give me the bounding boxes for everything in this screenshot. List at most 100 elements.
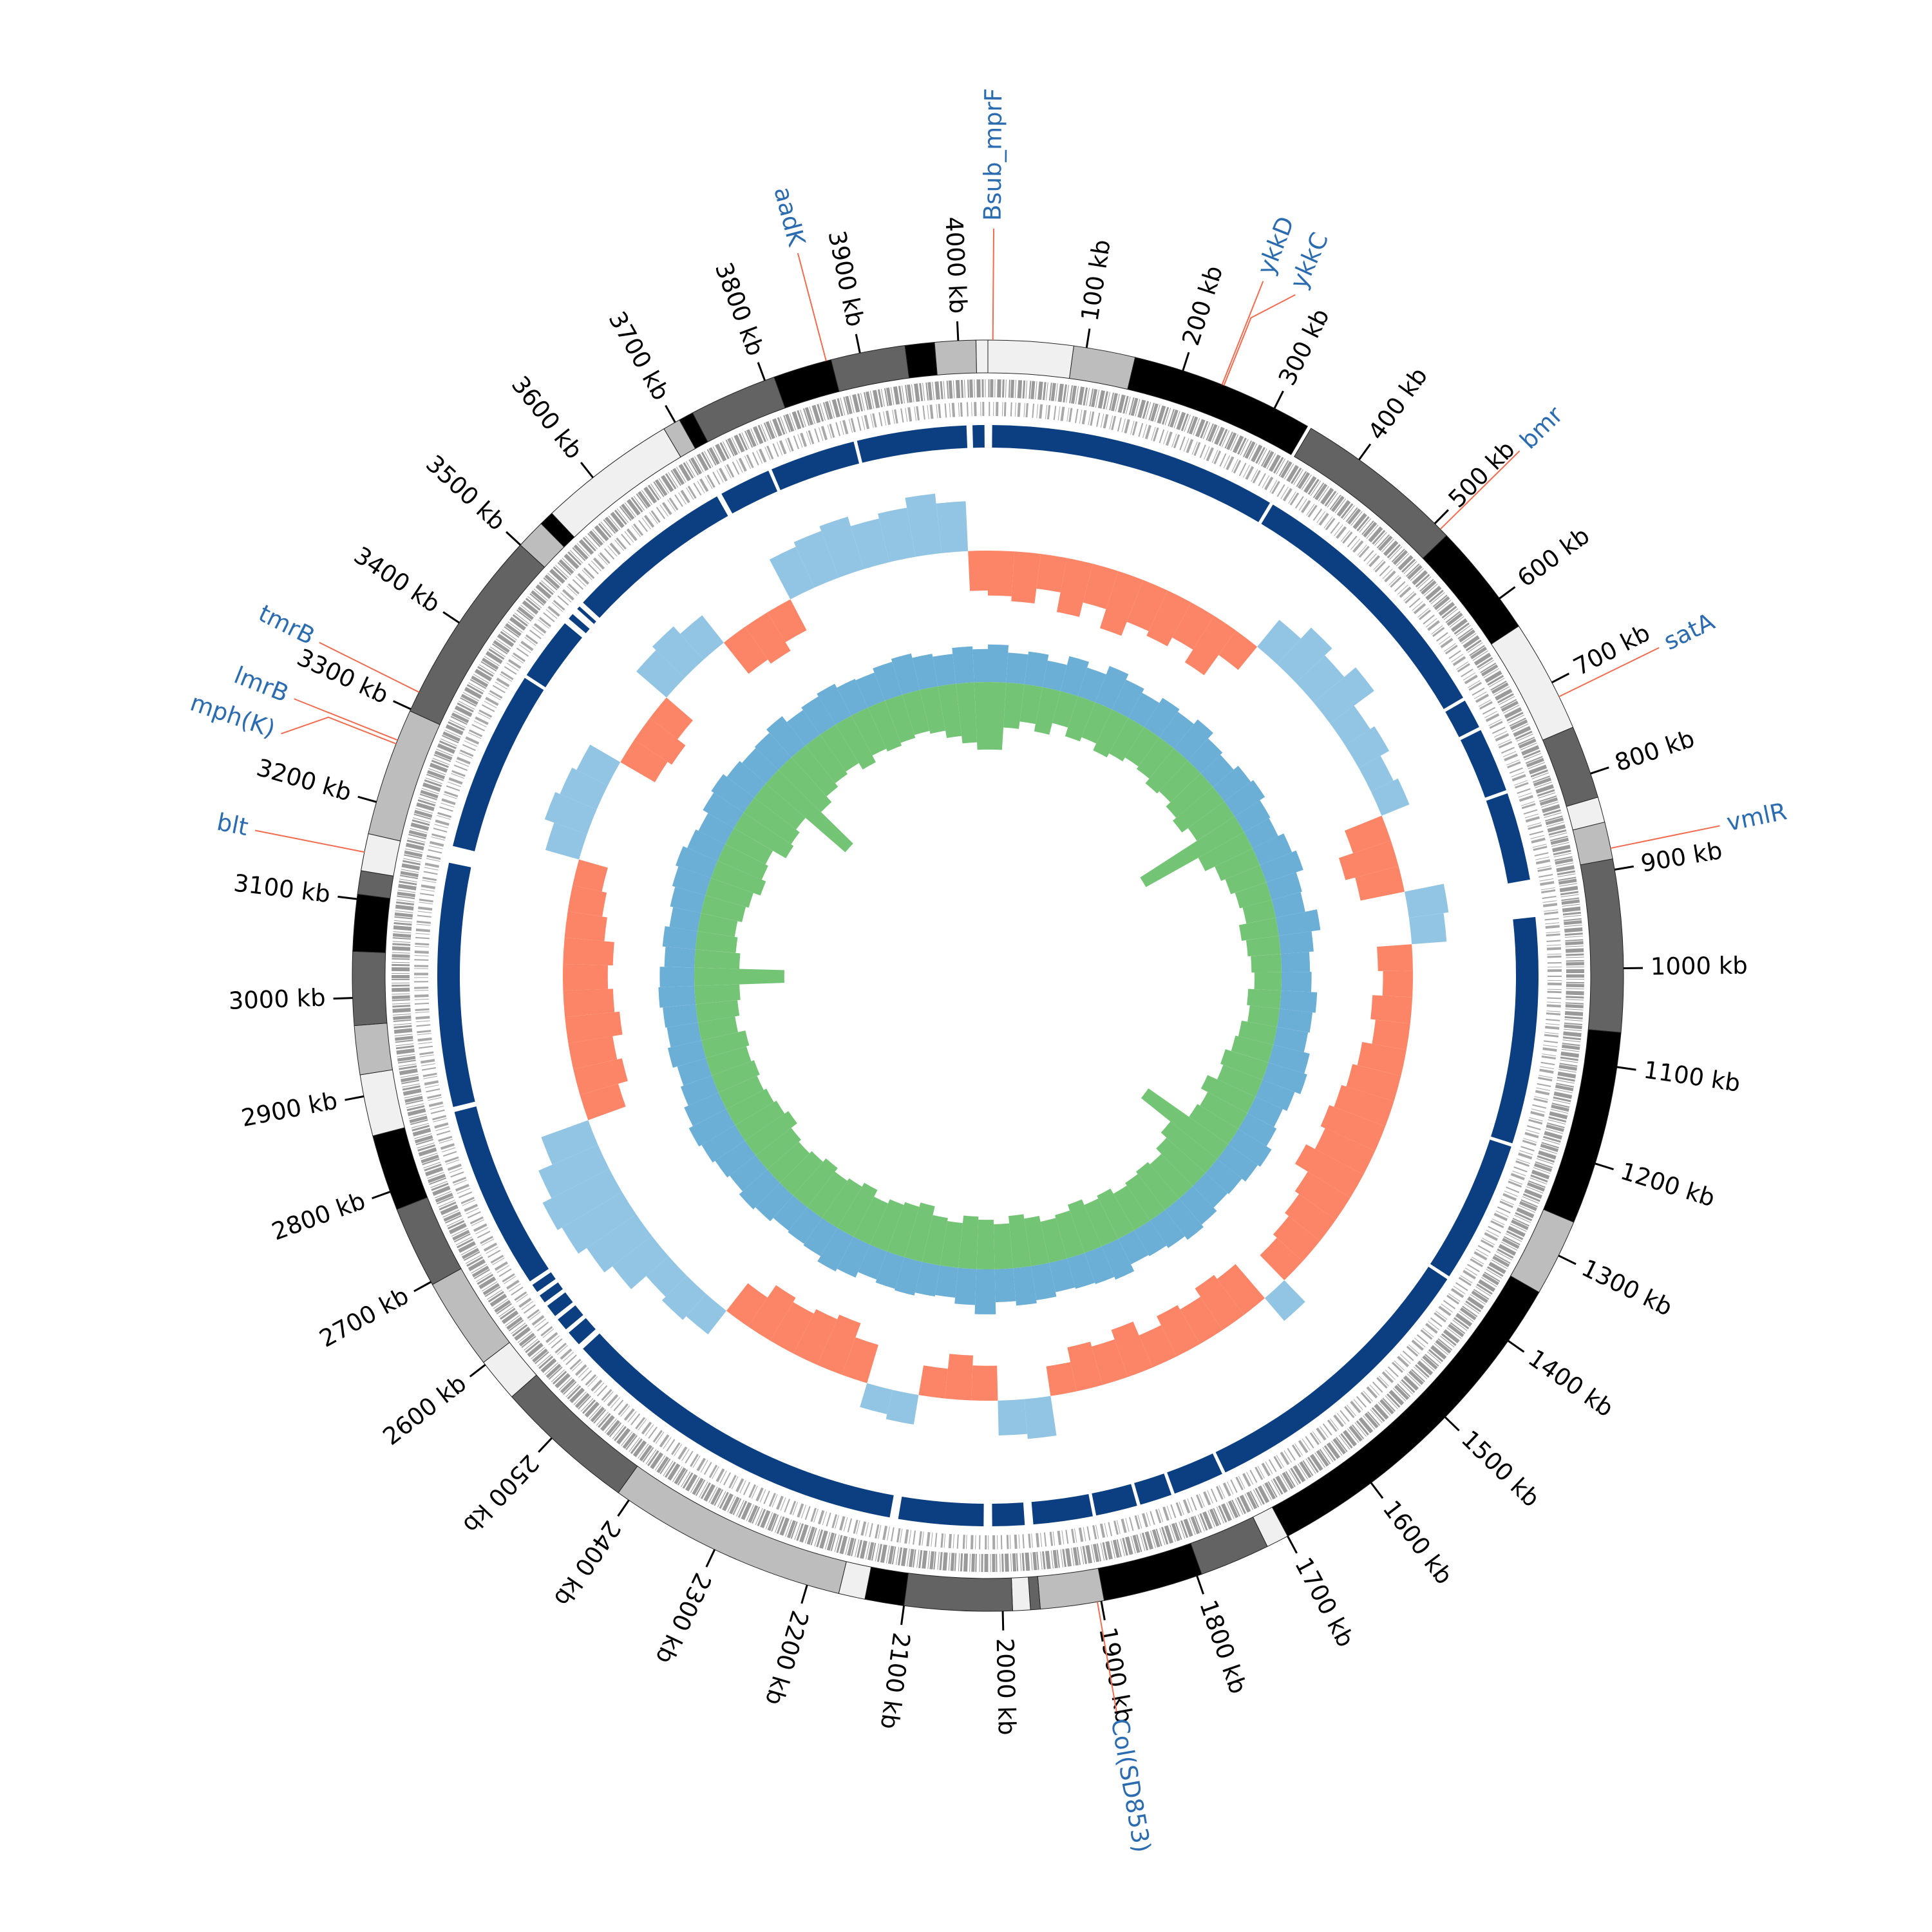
content-bar [1200, 754, 1234, 788]
gene-leader [797, 252, 827, 361]
skew-bar [767, 599, 807, 643]
content-bar [822, 1178, 862, 1228]
tick-label: 2900 kb [239, 1086, 339, 1132]
content-bar [743, 797, 800, 844]
contig-block [830, 345, 910, 392]
tick-label: 3300 kb [293, 643, 393, 709]
alignment-block [1430, 1139, 1511, 1276]
content-bar [672, 866, 711, 896]
content-bar [1118, 1230, 1149, 1265]
tick-mark [1287, 1535, 1298, 1554]
gene-leader [1223, 294, 1296, 386]
content-bar [701, 895, 746, 922]
alignment-block [583, 1333, 894, 1518]
tick-mark [1595, 1162, 1614, 1171]
content-bar [684, 1092, 726, 1126]
alignment-block [454, 1106, 549, 1282]
content-bar [677, 1058, 712, 1086]
content-bar [1159, 760, 1201, 802]
content-bar [1166, 773, 1213, 818]
alignment-block [532, 1272, 556, 1293]
skew-bar [1377, 944, 1413, 971]
skew-bar [1172, 602, 1215, 650]
content-bar [670, 887, 706, 913]
content-bar [1278, 931, 1314, 954]
content-bar [695, 931, 738, 953]
content-bar [1173, 719, 1213, 761]
content-bar [940, 1220, 963, 1268]
tick-mark [580, 462, 594, 478]
gene-label: Bsub_mprF [979, 88, 1008, 221]
content-bar [1003, 682, 1025, 729]
tick-label: 1000 kb [1651, 952, 1748, 981]
skew-bar [1011, 551, 1041, 604]
content-bar [803, 1218, 838, 1256]
tick-label: 3200 kb [254, 753, 355, 807]
content-bar [820, 724, 859, 772]
content-bar [778, 757, 832, 812]
alignment-block [1134, 1473, 1172, 1505]
feature-track-reverse [414, 402, 1562, 1549]
content-bar [837, 1182, 878, 1237]
content-bar [1013, 1266, 1037, 1306]
content-bar [1172, 787, 1225, 833]
content-bar [1150, 1209, 1185, 1249]
content-bar [837, 1236, 870, 1278]
contig-block [976, 339, 989, 374]
tick-label: 1700 kb [1289, 1553, 1359, 1651]
content-bar [1097, 1188, 1135, 1239]
alignment-block [1486, 793, 1530, 884]
contig-block [773, 359, 840, 409]
skew-bar [878, 507, 916, 562]
skew-bar [1313, 667, 1374, 724]
tick-label: 1800 kb [1194, 1596, 1252, 1698]
skew-bar [1083, 564, 1119, 609]
content-bar [1266, 872, 1302, 900]
content-bar [754, 732, 791, 770]
tick-mark [1196, 1575, 1204, 1595]
skew-bar [770, 1302, 814, 1354]
skew-bar [1285, 1194, 1336, 1242]
skew-bar [562, 1191, 636, 1254]
tick-mark [1551, 672, 1570, 684]
tick-mark [1100, 1600, 1106, 1620]
skew-bar [1139, 1325, 1177, 1368]
content-bar [1200, 1075, 1256, 1113]
contig-block [904, 341, 938, 379]
content-bar [956, 682, 978, 744]
content-bar [669, 907, 701, 931]
content-bar [1213, 766, 1251, 802]
skew-bar [563, 937, 614, 966]
content-bar [1081, 702, 1112, 744]
content-bar [1193, 1173, 1228, 1208]
skew-bar [542, 1168, 622, 1231]
contig-block [864, 1566, 909, 1606]
skew-bar [1296, 655, 1345, 703]
content-bar [837, 679, 868, 716]
tick-mark [1444, 1416, 1460, 1432]
alignment-block [1261, 504, 1463, 709]
contig-block [354, 1023, 393, 1075]
content-bar [1009, 1214, 1032, 1269]
content-bar [988, 644, 1009, 683]
alignment-block [1460, 730, 1506, 798]
content-bar [867, 701, 902, 752]
content-bar [726, 1088, 774, 1126]
tick-label: 2200 kb [760, 1607, 814, 1709]
skew-bar [723, 627, 768, 674]
content-bar [884, 694, 916, 743]
tick-label: 1100 kb [1642, 1056, 1742, 1097]
tick-mark [469, 1363, 486, 1378]
skew-bar [612, 1235, 669, 1289]
skew-bar [1099, 571, 1144, 636]
content-bar [726, 761, 766, 798]
skew-bar [998, 1399, 1028, 1436]
contig-block [352, 893, 391, 953]
content-bar [1262, 1062, 1307, 1095]
tick-label: 2000 kb [991, 1638, 1021, 1736]
content-bar [873, 661, 902, 701]
content-bar [912, 654, 938, 690]
skew-bar [576, 744, 621, 786]
gene-label: lmrB [230, 661, 292, 708]
content-bar [1260, 850, 1303, 883]
